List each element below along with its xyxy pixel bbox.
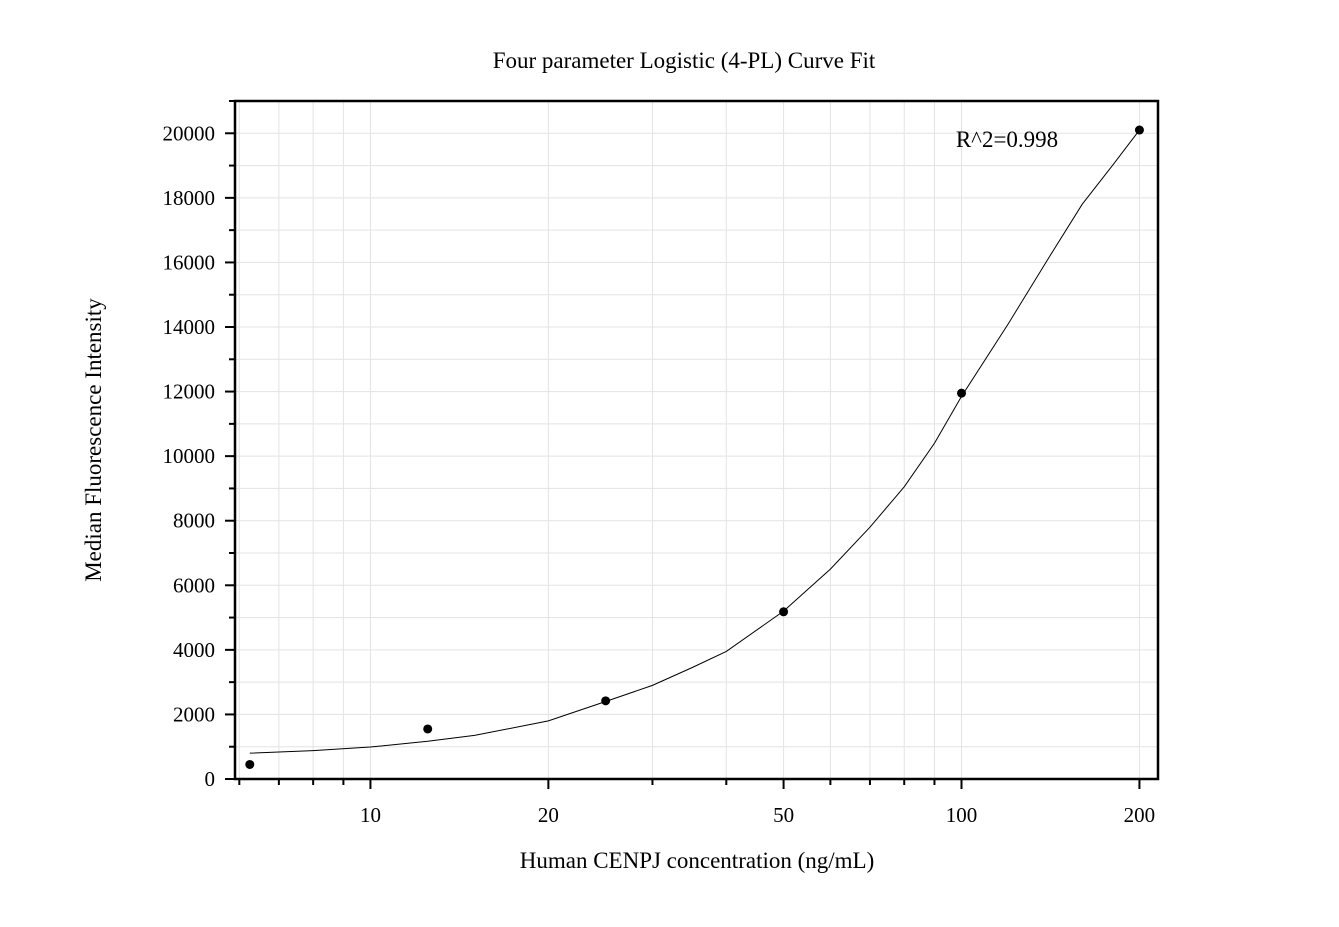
y-tick-label: 14000 — [163, 315, 216, 339]
x-tick-labels: 10 20 50 100 200 — [360, 803, 1155, 827]
fit-curve — [249, 129, 1140, 754]
grid — [235, 100, 1158, 780]
data-point — [957, 388, 967, 398]
x-tick-label: 50 — [773, 803, 794, 827]
x-tick-label: 200 — [1124, 803, 1156, 827]
r-squared-annotation: R^2=0.998 — [956, 127, 1058, 152]
y-tick-label: 4000 — [173, 638, 215, 662]
x-tick-label: 100 — [946, 803, 978, 827]
y-tick-label: 0 — [205, 767, 216, 791]
y-tick-label: 12000 — [163, 380, 216, 404]
plot-frame — [233, 99, 1160, 781]
y-tick-label: 2000 — [173, 702, 215, 726]
y-tick-label: 16000 — [163, 250, 216, 274]
data-point — [779, 607, 789, 617]
data-point — [245, 759, 255, 769]
x-tick-label: 20 — [538, 803, 559, 827]
data-point — [1134, 125, 1144, 135]
y-tick-label: 6000 — [173, 573, 215, 597]
x-tick-label: 10 — [360, 803, 381, 827]
fit-curve-layer — [249, 129, 1140, 754]
y-tick-label: 20000 — [163, 121, 216, 145]
data-point — [601, 696, 611, 706]
y-tick-label: 18000 — [163, 186, 216, 210]
data-point — [423, 724, 433, 734]
data-points — [245, 125, 1144, 769]
y-tick-labels: 0 2000 4000 6000 8000 10000 12000 14000 16000 180… — [163, 121, 216, 791]
y-axis-label: Median Fluorescence Intensity — [81, 298, 106, 582]
x-axis-label: Human CENPJ concentration (ng/mL) — [520, 848, 875, 873]
axis-ticks — [225, 100, 1141, 789]
chart-title: Four parameter Logistic (4-PL) Curve Fit — [493, 48, 876, 73]
y-tick-label: 10000 — [163, 444, 216, 468]
y-tick-label: 8000 — [173, 509, 215, 533]
